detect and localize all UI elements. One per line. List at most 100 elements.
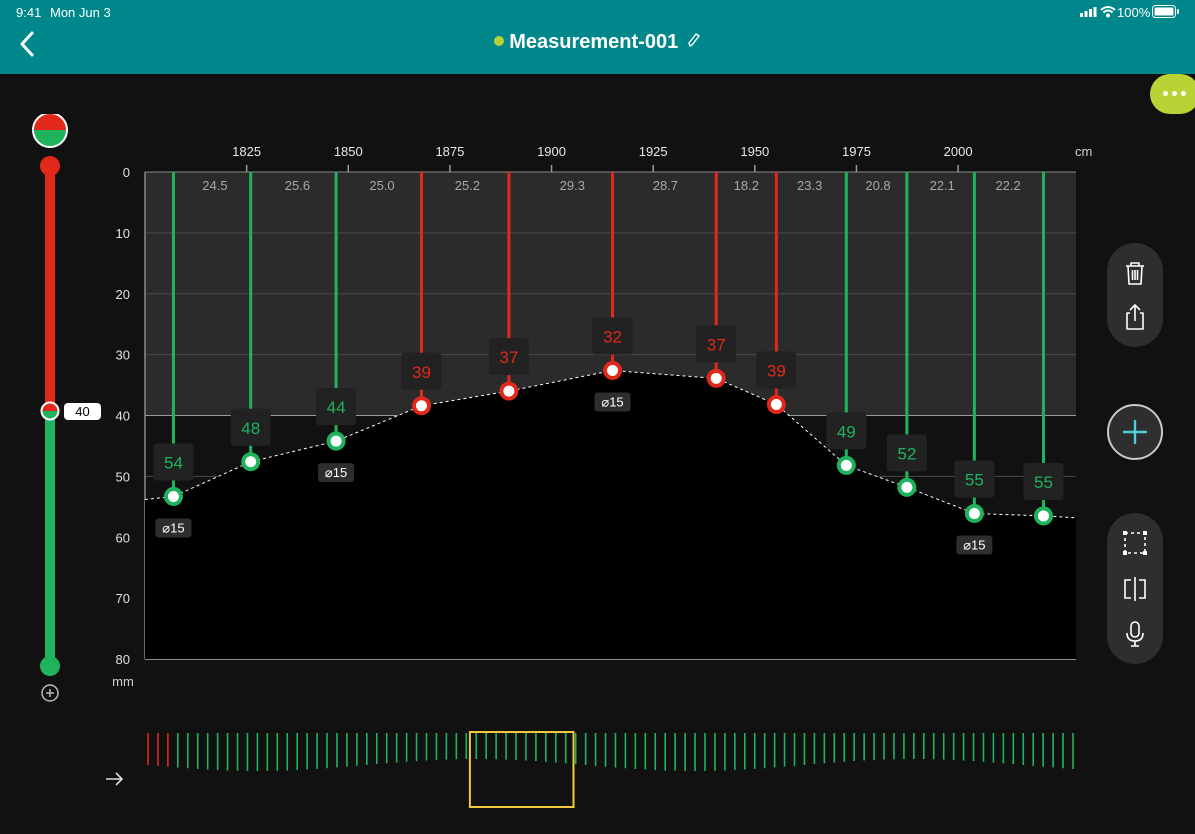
diameter-label: ⌀15	[963, 538, 985, 553]
slider-value: 40	[75, 404, 89, 419]
cover-label-box	[756, 351, 797, 389]
spacing-label: 29.3	[560, 178, 585, 193]
slider-track-red	[45, 166, 55, 411]
x-tick-label: 1875	[435, 144, 464, 159]
depth-slider[interactable]: 40	[32, 113, 101, 702]
rebar-markers[interactable]: 54 ⌀15 48 44 ⌀15 39 37 32 ⌀15 37 39 49 52 55 ⌀15 55	[153, 172, 1064, 555]
rebar-point-center	[415, 400, 427, 412]
rebar-depth-area	[145, 370, 1076, 659]
spacing-label: 20.8	[865, 178, 890, 193]
y-tick-label: 50	[116, 469, 130, 484]
app-header: 9:41 Mon Jun 3 100% Measurement-001	[0, 0, 1195, 74]
view-toolbar	[1107, 513, 1163, 664]
file-toolbar	[1107, 243, 1163, 347]
diameter-label: ⌀15	[162, 520, 184, 535]
rebar-marker[interactable]: 37	[488, 172, 529, 401]
cover-label-box	[230, 408, 271, 446]
spacing-label: 24.5	[202, 178, 227, 193]
y-unit-label: mm	[112, 674, 134, 689]
cover-value: 39	[767, 362, 786, 381]
y-tick-label: 40	[116, 409, 130, 424]
rebar-point-center	[503, 385, 515, 397]
cover-value: 55	[965, 471, 984, 490]
spacing-label: 22.2	[995, 178, 1020, 193]
page-title: Measurement-001	[509, 31, 679, 53]
x-tick-label: 1925	[639, 144, 668, 159]
slider-knob[interactable]	[40, 401, 60, 421]
title-bar[interactable]: Measurement-001	[0, 31, 1195, 54]
cover-label-box	[886, 434, 927, 472]
cover-value: 37	[707, 335, 726, 354]
y-tick-label: 30	[116, 348, 130, 363]
rebar-marker[interactable]: 55 ⌀15	[954, 172, 995, 555]
diameter-label: ⌀15	[325, 465, 347, 480]
rebar-marker[interactable]: 49	[826, 172, 867, 475]
rebar-marker[interactable]: 54 ⌀15	[153, 172, 194, 538]
overview-viewport-window[interactable]	[468, 731, 575, 808]
spacing-label: 25.2	[455, 178, 480, 193]
cover-value: 55	[1034, 473, 1053, 492]
spacing-label: 18.2	[734, 178, 759, 193]
signal-icon	[1080, 7, 1097, 17]
status-dot	[494, 36, 505, 46]
x-tick-label: 1975	[842, 144, 871, 159]
add-marker-button[interactable]	[1107, 404, 1163, 460]
cover-value: 52	[897, 444, 916, 463]
share-icon[interactable]	[1120, 302, 1150, 332]
x-tick-label: 2000	[944, 144, 973, 159]
back-icon[interactable]	[14, 30, 42, 58]
threshold-legend-icon	[32, 114, 68, 148]
rebar-marker[interactable]: 44 ⌀15	[316, 172, 357, 483]
rebar-marker[interactable]: 55	[1023, 172, 1064, 526]
rebar-point-center	[1037, 510, 1049, 522]
spacing-label: 23.3	[797, 178, 822, 193]
y-tick-label: 60	[116, 530, 130, 545]
split-view-icon[interactable]	[1120, 574, 1150, 604]
rebar-marker[interactable]: 39	[756, 172, 797, 415]
depth-chart[interactable]: 40 0 10 20 30 40 50 60 70 80 1825 1850 1875 1900 192…	[0, 0, 1100, 834]
cover-value: 32	[603, 327, 622, 346]
battery-icon	[1152, 5, 1179, 18]
cover-value: 39	[412, 363, 431, 382]
select-region-icon[interactable]	[1120, 528, 1150, 558]
edit-pencil-icon[interactable]	[687, 32, 701, 48]
slider-bottom-end	[40, 656, 60, 676]
rebar-marker[interactable]: 32 ⌀15	[592, 172, 633, 412]
cover-label-box	[592, 317, 633, 355]
status-date: Mon Jun 3	[50, 5, 111, 20]
trash-icon[interactable]	[1120, 258, 1150, 288]
slider-value-badge	[64, 403, 101, 420]
diameter-badge	[956, 535, 993, 555]
rebar-point-center	[710, 372, 722, 384]
rebar-marker[interactable]: 39	[401, 172, 442, 416]
x-tick-label: 1900	[537, 144, 566, 159]
battery-percent: 100%	[1117, 5, 1151, 20]
diameter-label: ⌀15	[601, 394, 623, 409]
overview-strip[interactable]	[147, 731, 1074, 808]
rebar-marker[interactable]: 48	[230, 172, 271, 472]
rebar-point-center	[840, 459, 852, 471]
x-tick-label: 1825	[232, 144, 261, 159]
diameter-badge	[318, 463, 355, 483]
spacing-label: 28.7	[653, 178, 678, 193]
rebar-point-center	[167, 490, 179, 502]
slider-track-green	[45, 411, 55, 666]
cover-label-box	[316, 388, 357, 426]
rebar-marker[interactable]: 37	[696, 172, 737, 388]
cover-label-box	[826, 412, 867, 450]
more-options-button[interactable]	[1150, 74, 1195, 114]
spacing-label: 22.1	[930, 178, 955, 193]
rebar-point-center	[607, 364, 619, 376]
rebar-point-center	[770, 399, 782, 411]
add-level-icon[interactable]	[41, 684, 59, 702]
y-tick-label: 0	[123, 165, 130, 180]
arrow-right-icon	[106, 772, 124, 786]
spacing-label: 25.6	[285, 178, 310, 193]
microphone-icon[interactable]	[1120, 619, 1150, 649]
cover-value: 44	[327, 398, 346, 417]
y-tick-label: 80	[116, 652, 130, 667]
cover-label-box	[401, 352, 442, 390]
rebar-marker[interactable]: 52	[886, 172, 927, 497]
diameter-badge	[155, 518, 192, 538]
status-time: 9:41	[16, 5, 42, 20]
